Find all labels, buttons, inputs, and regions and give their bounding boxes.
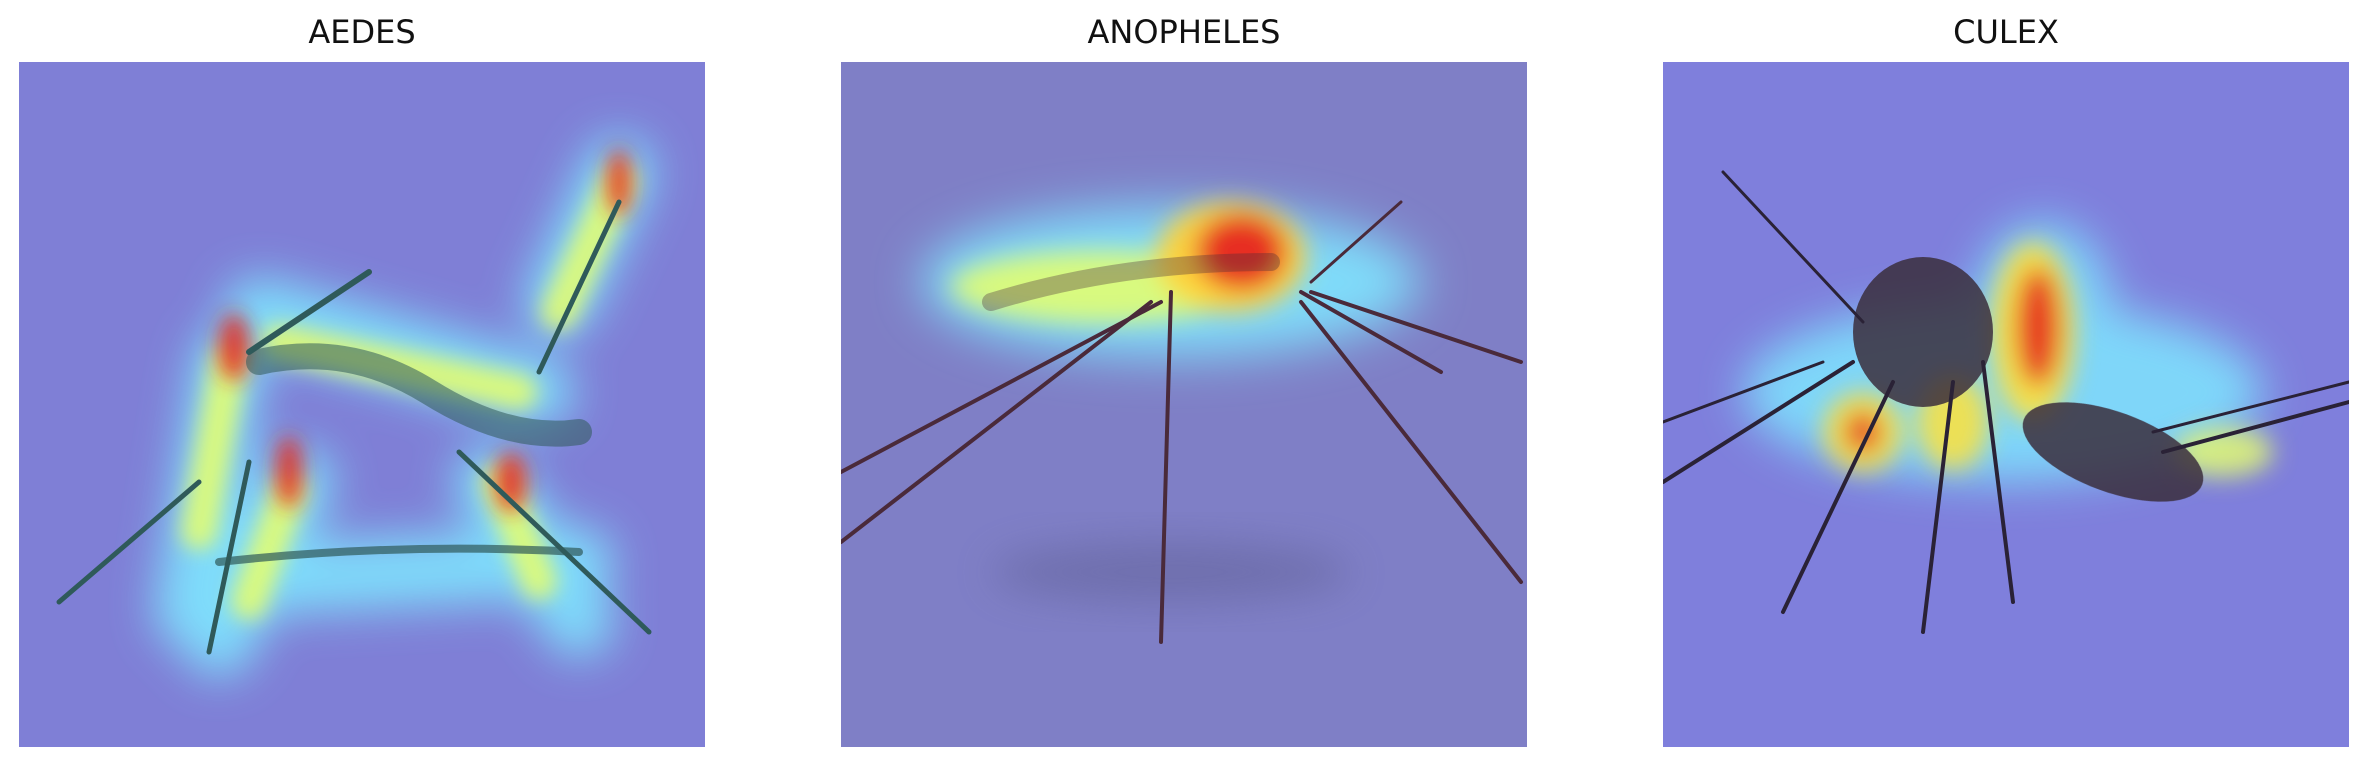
heatmap-image-aedes — [19, 62, 705, 747]
heatmap-image-culex — [1663, 62, 2349, 747]
panel-aedes: AEDES — [19, 0, 705, 766]
panel-culex: CULEX — [1663, 0, 2349, 766]
heatmap-image-anopheles — [841, 62, 1527, 747]
panel-anopheles: ANOPHELES — [841, 0, 1527, 766]
panel-title: CULEX — [1953, 13, 2059, 51]
panel-title: ANOPHELES — [1087, 13, 1281, 51]
panel-title: AEDES — [308, 13, 416, 51]
